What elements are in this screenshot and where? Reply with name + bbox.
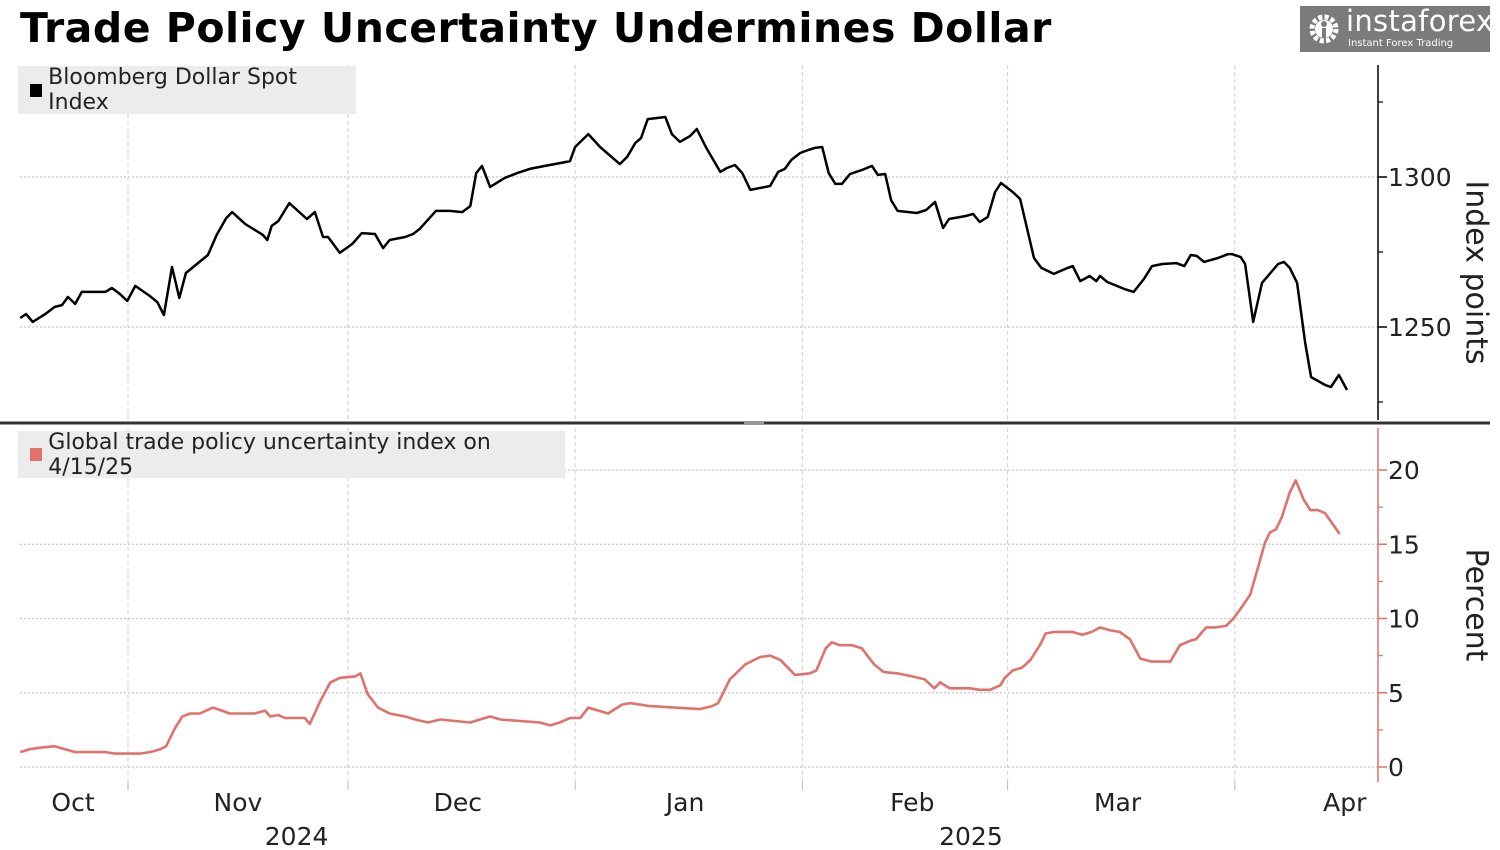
y-tick-label: 20	[1388, 456, 1420, 485]
x-year-label: 2024	[265, 822, 329, 850]
x-month-label: Nov	[214, 788, 263, 817]
y-tick-label: 15	[1388, 530, 1420, 559]
chart-title: Trade Policy Uncertainty Undermines Doll…	[20, 4, 1052, 52]
y-axis-title: Index points	[1459, 180, 1494, 364]
instaforex-watermark: instaforex Instant Forex Trading	[1300, 4, 1494, 52]
legend-label: Bloomberg Dollar Spot Index	[48, 65, 297, 115]
y-axis-title: Percent	[1459, 549, 1494, 662]
y-tick-label: 1300	[1388, 163, 1452, 192]
x-month-label: Dec	[434, 788, 482, 817]
x-month-label: Jan	[664, 788, 705, 817]
y-tick-label: 5	[1388, 679, 1404, 708]
y-tick-label: 1250	[1388, 313, 1452, 342]
y-tick-label: 10	[1388, 605, 1420, 634]
dollar-index-line	[19, 115, 1349, 391]
gear-logo-icon	[1309, 14, 1339, 44]
legend-trade-uncertainty: Global trade policy uncertainty index on…	[18, 429, 565, 480]
legend-swatch-red	[30, 448, 43, 461]
trade-uncertainty-line	[19, 479, 1341, 755]
watermark-brand: instaforex	[1346, 4, 1494, 38]
x-month-label: Apr	[1323, 788, 1367, 817]
x-month-label: Mar	[1094, 788, 1142, 817]
legend-dollar-index: Bloomberg Dollar Spot Index	[18, 65, 356, 115]
legend-swatch-black	[30, 83, 43, 97]
x-month-label: Feb	[890, 788, 934, 817]
y-tick-label: 0	[1388, 753, 1404, 782]
watermark-tagline: Instant Forex Trading	[1348, 38, 1454, 49]
legend-label: Global trade policy uncertainty index on…	[48, 429, 491, 480]
x-year-label: 2025	[939, 822, 1003, 850]
x-month-label: Oct	[51, 788, 94, 817]
